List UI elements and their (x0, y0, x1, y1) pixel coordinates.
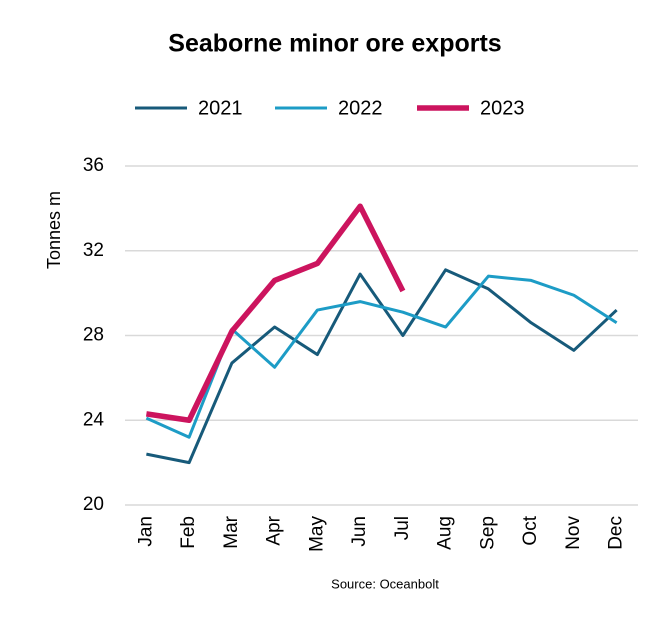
legend-label: 2021 (198, 97, 243, 119)
legend-label: 2023 (480, 97, 525, 119)
y-axis-label: Tonnes m (44, 191, 64, 269)
x-tick-label: May (306, 516, 327, 552)
x-tick-label: Sep (477, 516, 498, 550)
x-tick-label: Jul (392, 516, 413, 540)
x-tick-label: Jun (349, 516, 370, 547)
y-tick-label: 28 (83, 325, 104, 346)
y-tick-label: 36 (83, 155, 104, 176)
x-tick-label: Feb (178, 516, 199, 549)
x-tick-label: Jan (135, 516, 156, 547)
y-tick-label: 24 (83, 409, 105, 430)
x-tick-label: Dec (606, 516, 627, 550)
y-tick-label: 20 (83, 494, 104, 515)
x-tick-label: Apr (264, 515, 285, 545)
y-tick-label: 32 (83, 240, 104, 261)
x-tick-label: Nov (563, 516, 584, 550)
legend-label: 2022 (338, 97, 383, 119)
x-tick-label: Mar (221, 515, 242, 548)
x-tick-label: Aug (435, 516, 456, 550)
x-tick-label: Oct (520, 515, 541, 545)
source: Source: Oceanbolt (331, 576, 439, 591)
series-line (146, 268, 618, 465)
series-line (145, 203, 406, 423)
chart-title: Seaborne minor ore exports (168, 30, 501, 58)
